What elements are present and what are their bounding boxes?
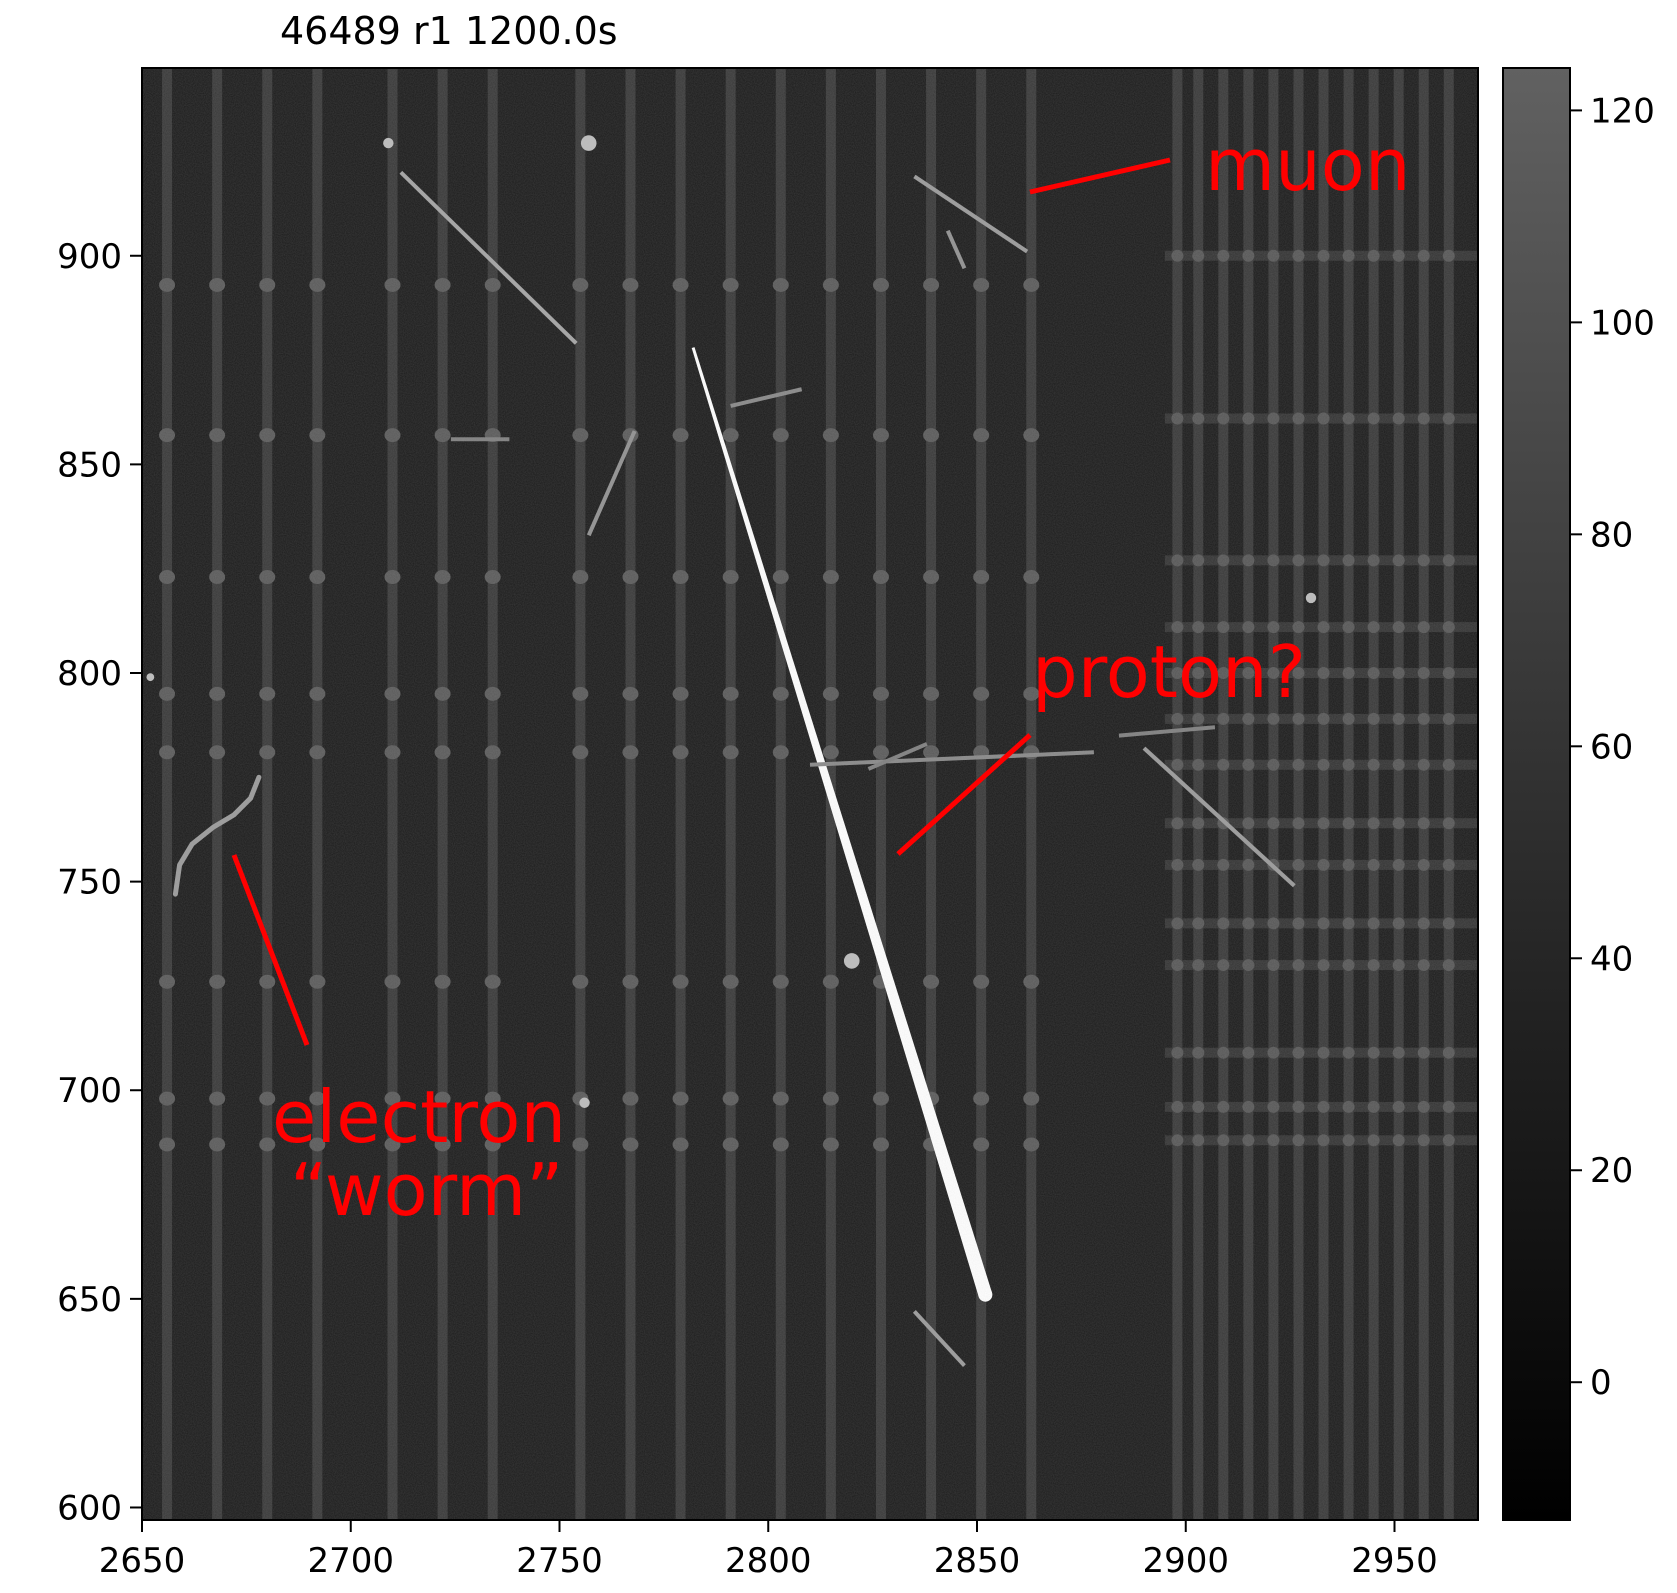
image-plot bbox=[141, 67, 1479, 1521]
y-tick-label: 800 bbox=[57, 654, 122, 694]
y-tick-label: 700 bbox=[57, 1071, 122, 1111]
colorbar-gradient bbox=[1502, 67, 1571, 1521]
colorbar-tick-label: 40 bbox=[1590, 939, 1633, 979]
muon-label: muon bbox=[1205, 123, 1410, 207]
x-tick-label: 2650 bbox=[99, 1541, 186, 1581]
y-tick-label: 850 bbox=[57, 445, 122, 485]
x-tick-label: 2900 bbox=[1142, 1541, 1229, 1581]
annotations: muon proton? electron “worm” bbox=[231, 123, 1410, 1232]
proton-pointer-line bbox=[896, 733, 1032, 856]
x-tick-label: 2800 bbox=[725, 1541, 812, 1581]
y-tick-label: 650 bbox=[57, 1280, 122, 1320]
x-tick-label: 2850 bbox=[934, 1541, 1021, 1581]
x-tick-label: 2750 bbox=[516, 1541, 603, 1581]
y-axis: 600 650 700 750 800 850 900 bbox=[57, 237, 142, 1528]
y-tick-label: 900 bbox=[57, 237, 122, 277]
proton-label: proton? bbox=[1032, 630, 1306, 714]
muon-pointer-line bbox=[1029, 157, 1171, 195]
x-axis: 2650 2700 2750 2800 2850 2900 2950 bbox=[99, 1520, 1438, 1581]
colorbar-tick-label: 20 bbox=[1590, 1151, 1633, 1191]
colorbar-tick-label: 80 bbox=[1590, 515, 1633, 555]
electron-pointer-line bbox=[231, 854, 310, 1046]
electron-label: electron bbox=[272, 1075, 566, 1159]
colorbar-tick-label: 0 bbox=[1590, 1363, 1612, 1403]
plot-title: 46489 r1 1200.0s bbox=[280, 9, 618, 53]
image-noise bbox=[142, 68, 1478, 1520]
colorbar: 0 20 40 60 80 100 120 bbox=[1502, 67, 1655, 1521]
x-tick-label: 2700 bbox=[307, 1541, 394, 1581]
y-tick-label: 600 bbox=[57, 1488, 122, 1528]
y-tick-label: 750 bbox=[57, 863, 122, 903]
x-tick-label: 2950 bbox=[1351, 1541, 1438, 1581]
colorbar-tick-label: 120 bbox=[1590, 91, 1655, 131]
plot-frame bbox=[141, 67, 1479, 1521]
colorbar-tick-label: 60 bbox=[1590, 727, 1633, 767]
electron-worm-label: “worm” bbox=[290, 1148, 563, 1232]
colorbar-tick-label: 100 bbox=[1590, 303, 1655, 343]
